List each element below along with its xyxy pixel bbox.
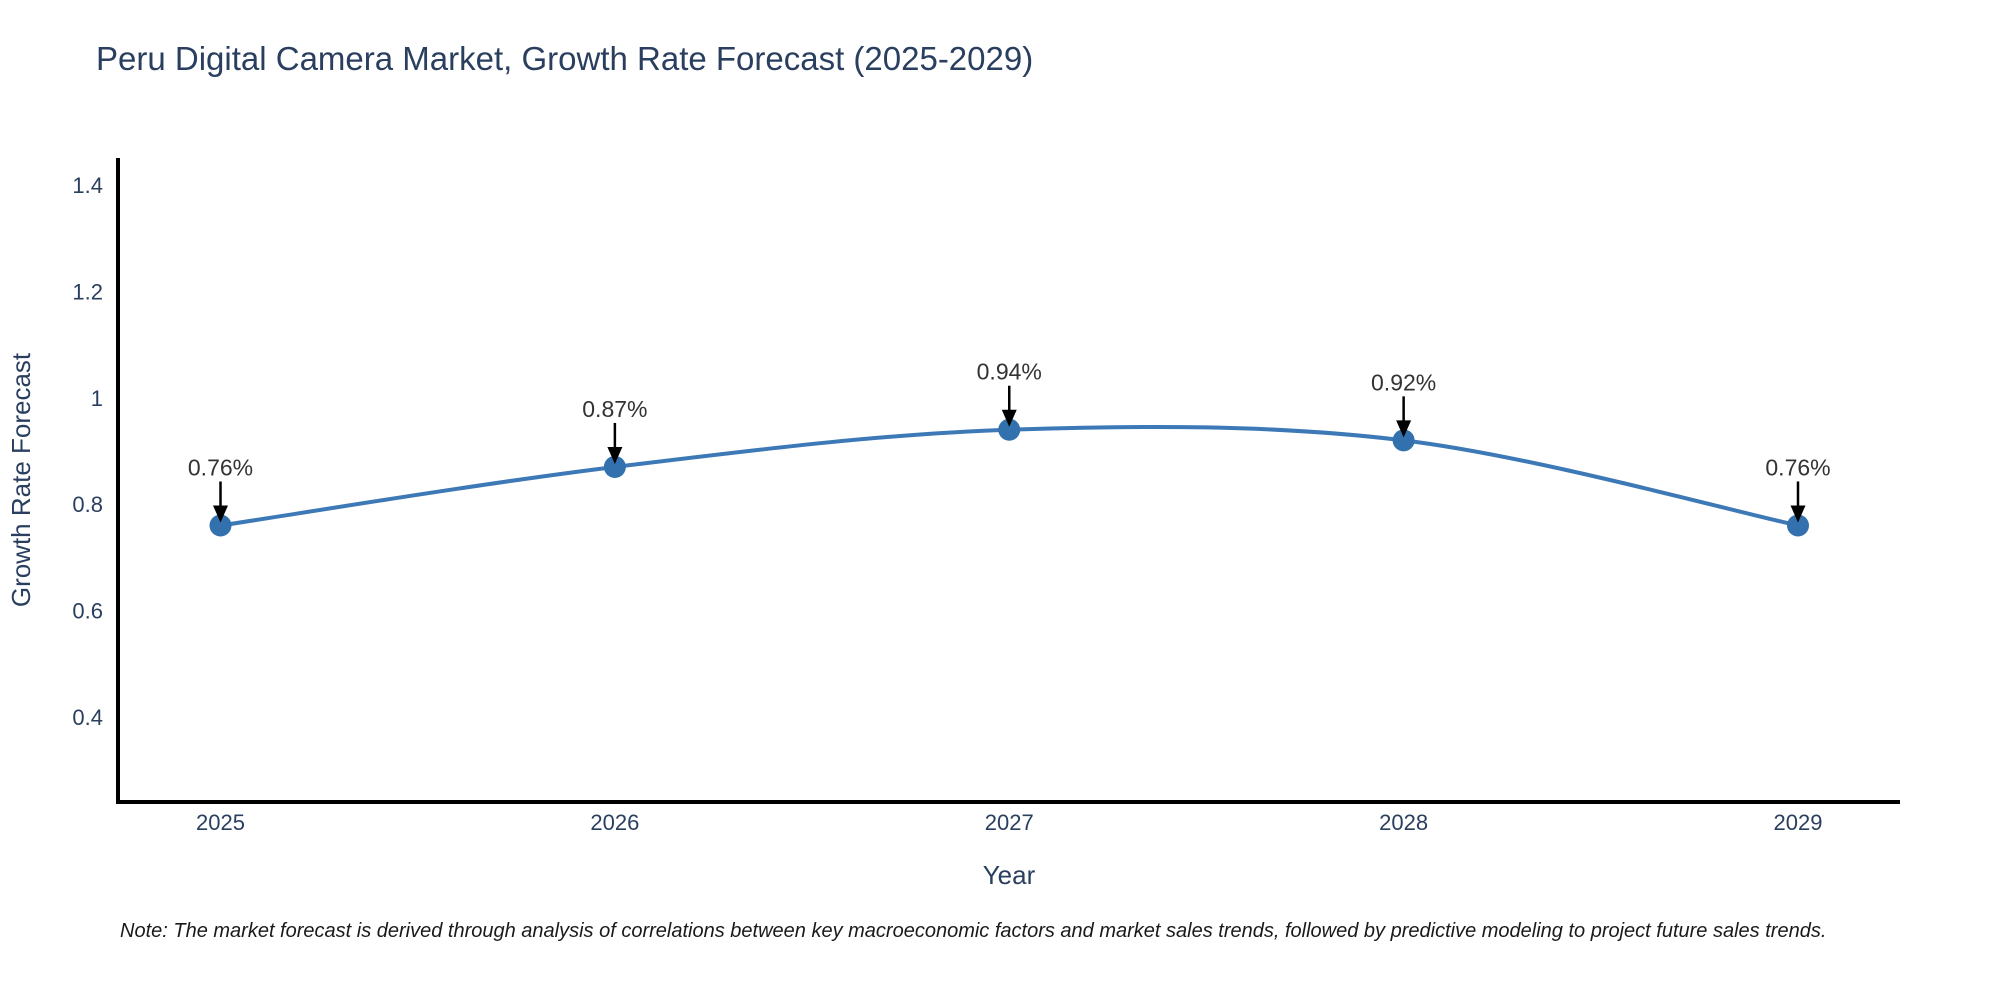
annotation-arrowhead: [607, 446, 623, 464]
annotation-arrowhead: [1790, 505, 1806, 523]
annotation-arrowhead: [1001, 409, 1017, 427]
point-annotation-label: 0.76%: [1765, 454, 1830, 480]
series-line: [220, 424, 1799, 528]
point-annotation-label: 0.87%: [582, 396, 647, 422]
y-tick-label: 0.4: [72, 705, 103, 730]
footnote: Note: The market forecast is derived thr…: [120, 920, 1827, 942]
point-annotation-label: 0.94%: [977, 359, 1042, 385]
data-point-2028[interactable]: [1392, 429, 1415, 452]
x-tick-label: 2025: [196, 810, 245, 835]
y-tick-label: 1: [91, 386, 103, 411]
data-point-2027[interactable]: [998, 418, 1021, 441]
x-tick-label: 2027: [985, 810, 1034, 835]
y-tick-label: 1.4: [72, 173, 103, 198]
chart-title: Peru Digital Camera Market, Growth Rate …: [96, 40, 1034, 77]
data-point-2029[interactable]: [1787, 514, 1809, 537]
annotation-arrowhead: [213, 505, 228, 523]
y-axis-title: Growth Rate Forecast: [6, 352, 36, 607]
y-tick-label: 1.2: [72, 279, 103, 304]
x-tick-label: 2029: [1774, 810, 1823, 835]
data-point-2026[interactable]: [603, 455, 626, 478]
point-annotation-label: 0.92%: [1371, 369, 1436, 395]
x-tick-label: 2028: [1379, 810, 1428, 835]
y-tick-label: 0.8: [72, 492, 103, 517]
y-tick-label: 0.6: [72, 599, 103, 624]
annotation-arrowhead: [1396, 420, 1412, 438]
data-point-2025[interactable]: [209, 514, 232, 537]
x-tick-label: 2026: [590, 810, 639, 835]
x-axis-title: Year: [983, 860, 1036, 890]
axis-lines: [116, 158, 1900, 804]
point-annotation-label: 0.76%: [188, 454, 253, 480]
